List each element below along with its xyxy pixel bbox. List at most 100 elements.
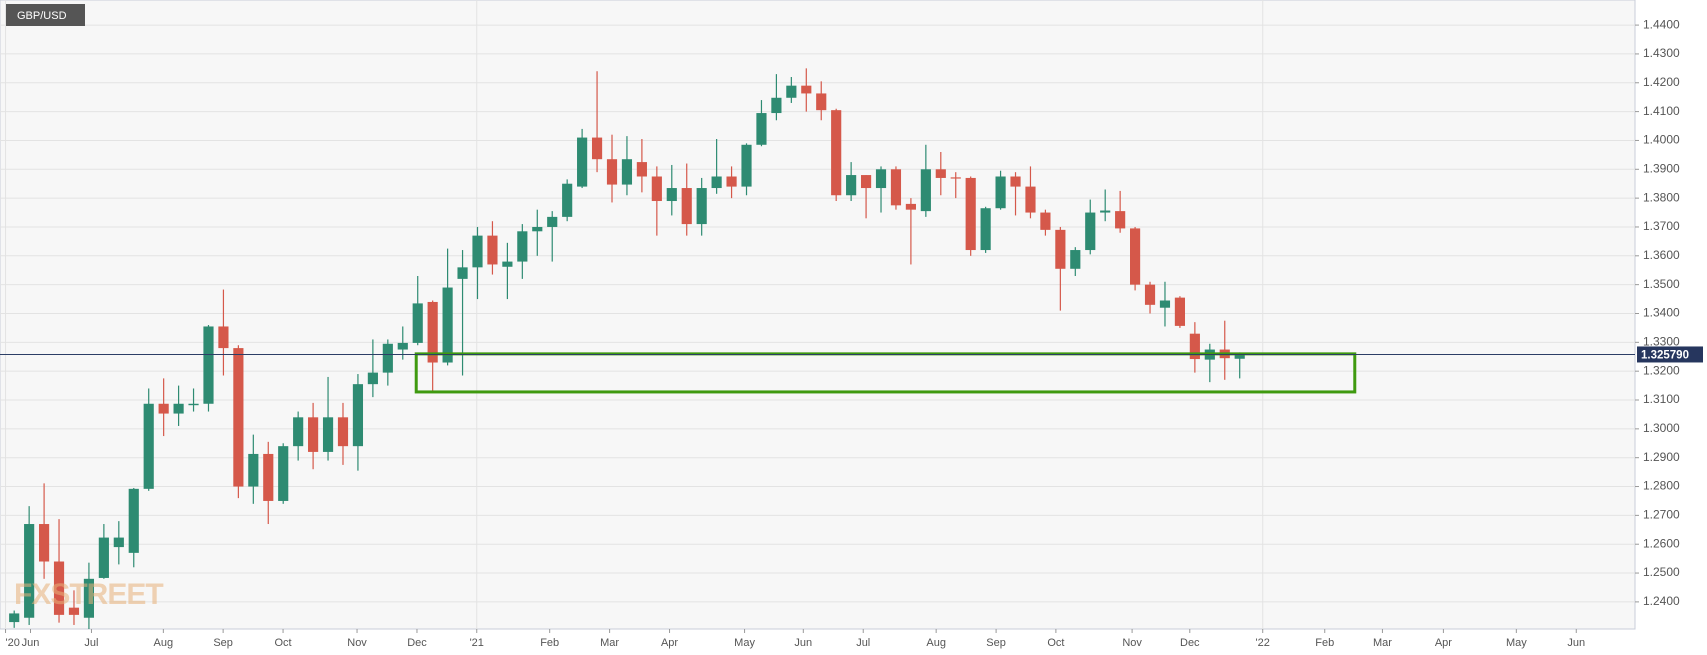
candle-body — [39, 524, 50, 562]
symbol-label: GBP/USD — [17, 10, 67, 22]
candle-body — [1085, 212, 1096, 251]
candle-body — [173, 403, 184, 414]
candle-body — [547, 216, 558, 227]
x-tick-label: Mar — [600, 637, 619, 649]
x-tick-label: Jul — [84, 637, 98, 649]
candle-body — [1070, 250, 1081, 269]
candle-body — [621, 159, 633, 185]
x-tick-label: Nov — [1122, 637, 1142, 649]
candle-body — [143, 403, 154, 489]
candle-body — [9, 613, 20, 623]
candle-body — [801, 85, 812, 94]
y-tick-label: 1.2400 — [1643, 594, 1680, 608]
x-tick-label: Feb — [1315, 637, 1334, 649]
x-tick-label: Nov — [347, 637, 367, 649]
y-tick-label: 1.3500 — [1643, 277, 1680, 291]
candle-body — [352, 384, 364, 447]
x-tick-label: Oct — [274, 637, 291, 649]
candle-body — [1144, 284, 1156, 305]
candle-body — [412, 303, 423, 343]
candle-body — [1010, 176, 1021, 187]
price-label: 1.325790 — [1641, 350, 1689, 362]
x-tick-label: Jun — [794, 637, 812, 649]
x-tick-label: Feb — [540, 637, 559, 649]
y-tick-label: 1.3600 — [1643, 248, 1680, 262]
candle-body — [995, 176, 1006, 209]
y-tick-label: 1.3900 — [1643, 161, 1680, 175]
candle-body — [203, 326, 214, 404]
price-box — [1637, 346, 1703, 363]
y-tick-label: 1.4400 — [1643, 17, 1680, 31]
x-tick-label: '21 — [470, 637, 484, 649]
candle-body — [322, 417, 334, 452]
candle-body — [562, 183, 573, 217]
y-tick-label: 1.4100 — [1643, 104, 1680, 118]
candle-body — [771, 97, 782, 114]
candle-body — [666, 188, 677, 202]
symbol-box — [6, 4, 85, 26]
x-tick-label: Dec — [407, 637, 427, 649]
candle-body — [591, 137, 603, 160]
candle-body — [382, 343, 393, 373]
candle-body — [532, 226, 543, 232]
candle-body — [935, 169, 946, 178]
candle-body — [427, 301, 438, 363]
y-tick-label: 1.3100 — [1643, 392, 1680, 406]
candle-body — [860, 175, 872, 189]
candle-body — [68, 607, 80, 615]
x-tick-label: Aug — [926, 637, 946, 649]
candle-body — [1025, 186, 1036, 213]
candle-body — [83, 578, 95, 618]
candle-body — [636, 162, 647, 177]
candle-body — [53, 561, 65, 615]
candle-body — [158, 403, 169, 414]
x-tick-label: Oct — [1047, 637, 1064, 649]
y-tick-label: 1.2900 — [1643, 450, 1680, 464]
candle-body — [1189, 333, 1200, 360]
candle-body — [965, 177, 976, 251]
y-tick-label: 1.4000 — [1643, 133, 1680, 147]
candle-body — [502, 261, 513, 267]
x-tick-label: May — [734, 637, 755, 649]
candle-body — [741, 144, 752, 187]
y-tick-label: 1.2700 — [1643, 508, 1680, 522]
candle-body — [278, 446, 289, 501]
candle-body — [248, 453, 259, 487]
y-tick-label: 1.2800 — [1643, 479, 1680, 493]
candle-body — [218, 326, 229, 349]
x-tick-label: Jul — [856, 637, 870, 649]
candle-body — [308, 417, 319, 452]
watermark: FXSTREET — [14, 578, 163, 611]
y-tick-label: 1.3400 — [1643, 306, 1680, 320]
candle-body — [337, 417, 349, 447]
x-tick-label: Sep — [986, 637, 1006, 649]
candle-body — [233, 348, 244, 487]
candle-body — [875, 169, 887, 189]
candle-body — [487, 235, 498, 265]
y-tick-label: 1.4200 — [1643, 75, 1680, 89]
candle-body — [890, 169, 902, 206]
y-tick-label: 1.3700 — [1643, 219, 1680, 233]
candle-body — [681, 188, 692, 225]
candle-body — [1130, 228, 1141, 285]
candle-body — [1234, 354, 1245, 359]
candle-body — [98, 537, 109, 578]
candle-body — [1055, 229, 1066, 269]
x-tick-label: Apr — [1435, 637, 1452, 649]
x-tick-label: Mar — [1373, 637, 1392, 649]
candle-body — [188, 403, 199, 406]
y-tick-label: 1.3000 — [1643, 421, 1680, 435]
x-tick-label: Aug — [154, 637, 174, 649]
candle-body — [831, 110, 842, 196]
candle-body — [457, 267, 468, 279]
candle-body — [756, 113, 767, 145]
candle-body — [577, 137, 588, 187]
y-tick-label: 1.2500 — [1643, 565, 1680, 579]
candle-body — [696, 188, 707, 225]
candle-body — [1159, 300, 1171, 308]
x-tick-label: '20 — [6, 637, 20, 649]
candle-body — [1115, 211, 1126, 229]
y-tick-label: 1.3200 — [1643, 363, 1680, 377]
candle-body — [905, 203, 916, 210]
